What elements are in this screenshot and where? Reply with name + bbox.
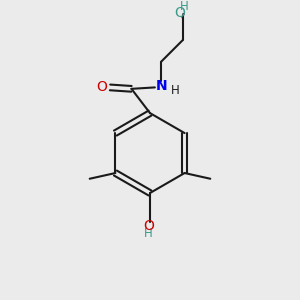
Text: H: H xyxy=(180,0,188,13)
Text: H: H xyxy=(144,227,153,240)
Text: H: H xyxy=(171,84,180,97)
Text: O: O xyxy=(143,219,154,233)
Text: O: O xyxy=(97,80,107,94)
Text: N: N xyxy=(155,79,167,93)
Text: O: O xyxy=(174,6,185,20)
